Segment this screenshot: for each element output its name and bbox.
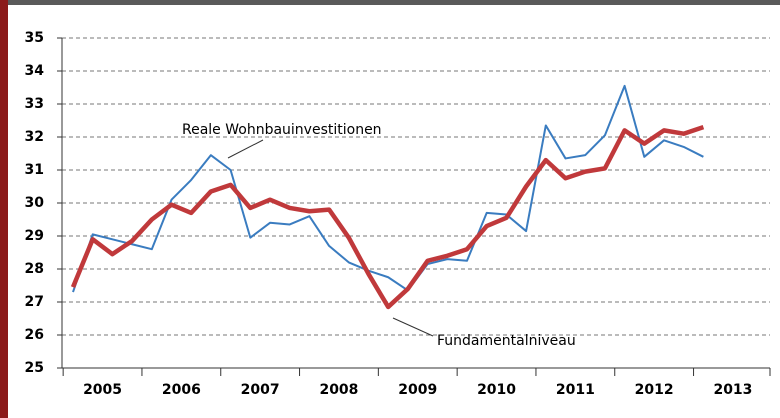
left-border <box>0 0 8 418</box>
y-tick-label: 26 <box>25 327 44 343</box>
x-tick-label: 2010 <box>477 382 516 398</box>
x-tick-label: 2005 <box>83 382 122 398</box>
top-border <box>0 0 780 5</box>
y-tick-label: 29 <box>25 228 44 244</box>
x-tick-label: 2006 <box>162 382 201 398</box>
series-line <box>70 124 705 310</box>
y-tick-label: 25 <box>25 360 44 376</box>
x-tick-label: 2008 <box>319 382 358 398</box>
x-tick-label: 2012 <box>635 382 674 398</box>
y-tick-label: 28 <box>25 261 44 277</box>
y-tick-label: 27 <box>25 294 44 310</box>
leader-line <box>227 139 264 159</box>
series-label: Fundamentalniveau <box>437 333 576 349</box>
y-tick-label: 30 <box>25 195 45 211</box>
x-tick-label: 2007 <box>241 382 280 398</box>
x-tick-label: 2009 <box>398 382 437 398</box>
y-tick-label: 35 <box>25 30 44 46</box>
y-tick-label: 31 <box>25 162 44 178</box>
leader-line <box>392 317 434 337</box>
series-line <box>72 84 704 293</box>
series-label: Reale Wohnbauinvestitionen <box>182 122 382 138</box>
y-tick-label: 33 <box>25 96 44 112</box>
y-tick-label: 32 <box>25 129 44 145</box>
x-tick-label: 2013 <box>713 382 752 398</box>
y-tick-label: 34 <box>25 63 45 79</box>
x-tick-label: 2011 <box>556 382 595 398</box>
